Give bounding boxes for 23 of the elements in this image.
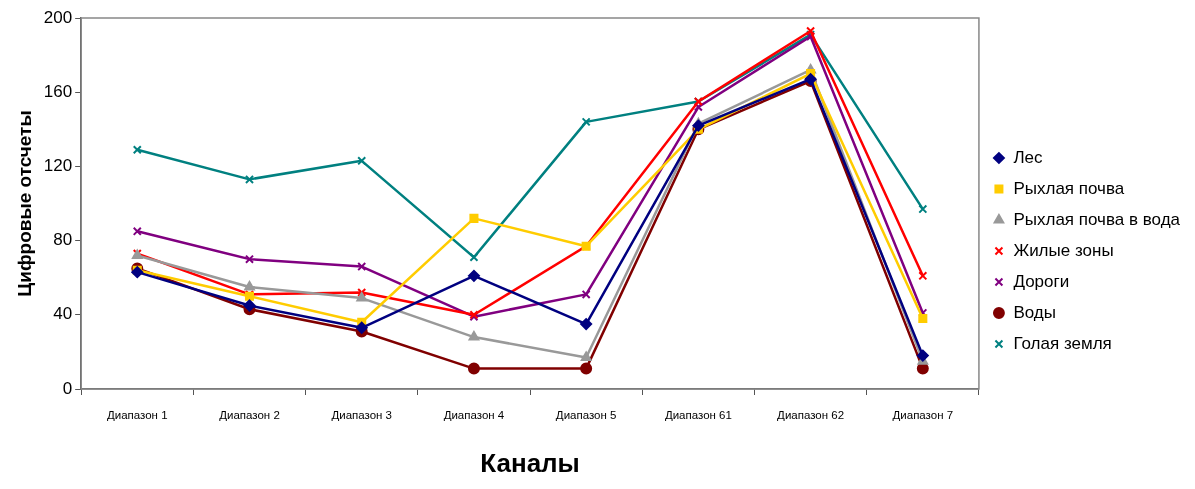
x-tick-label: Диапазон 5 [555,409,617,422]
legend-label: Рыхлая почва в вода [1013,209,1181,229]
y-tick-label: 160 [43,81,73,101]
x-axis-title: Каналы [480,447,580,478]
x-tick-label: Диапазон 4 [443,409,505,422]
y-tick-label: 0 [62,378,73,398]
x-tick-label: Диапазон 62 [777,409,845,422]
x-tick-label: Диапазон 7 [892,409,954,422]
x-tick-label: Диапазон 3 [331,409,393,422]
x-tick-label: Диапазон 2 [219,409,280,422]
legend-label: Жилые зоны [1013,240,1114,260]
x-tick-label: Диапазон 61 [664,409,732,422]
y-tick-label: 120 [43,156,73,176]
y-tick-label: 200 [43,7,73,27]
legend-label: Лес [1013,147,1044,167]
legend-label: Дороги [1013,271,1070,291]
y-tick-label: 40 [53,304,73,324]
legend-label: Рыхлая почва [1013,178,1125,198]
y-axis-title: Цифровые отсчеты [13,110,35,297]
legend-label: Воды [1013,302,1056,322]
legend-label: Голая земля [1013,333,1112,353]
x-tick-label: Диапазон 1 [106,409,168,422]
y-tick-label: 80 [53,230,73,250]
